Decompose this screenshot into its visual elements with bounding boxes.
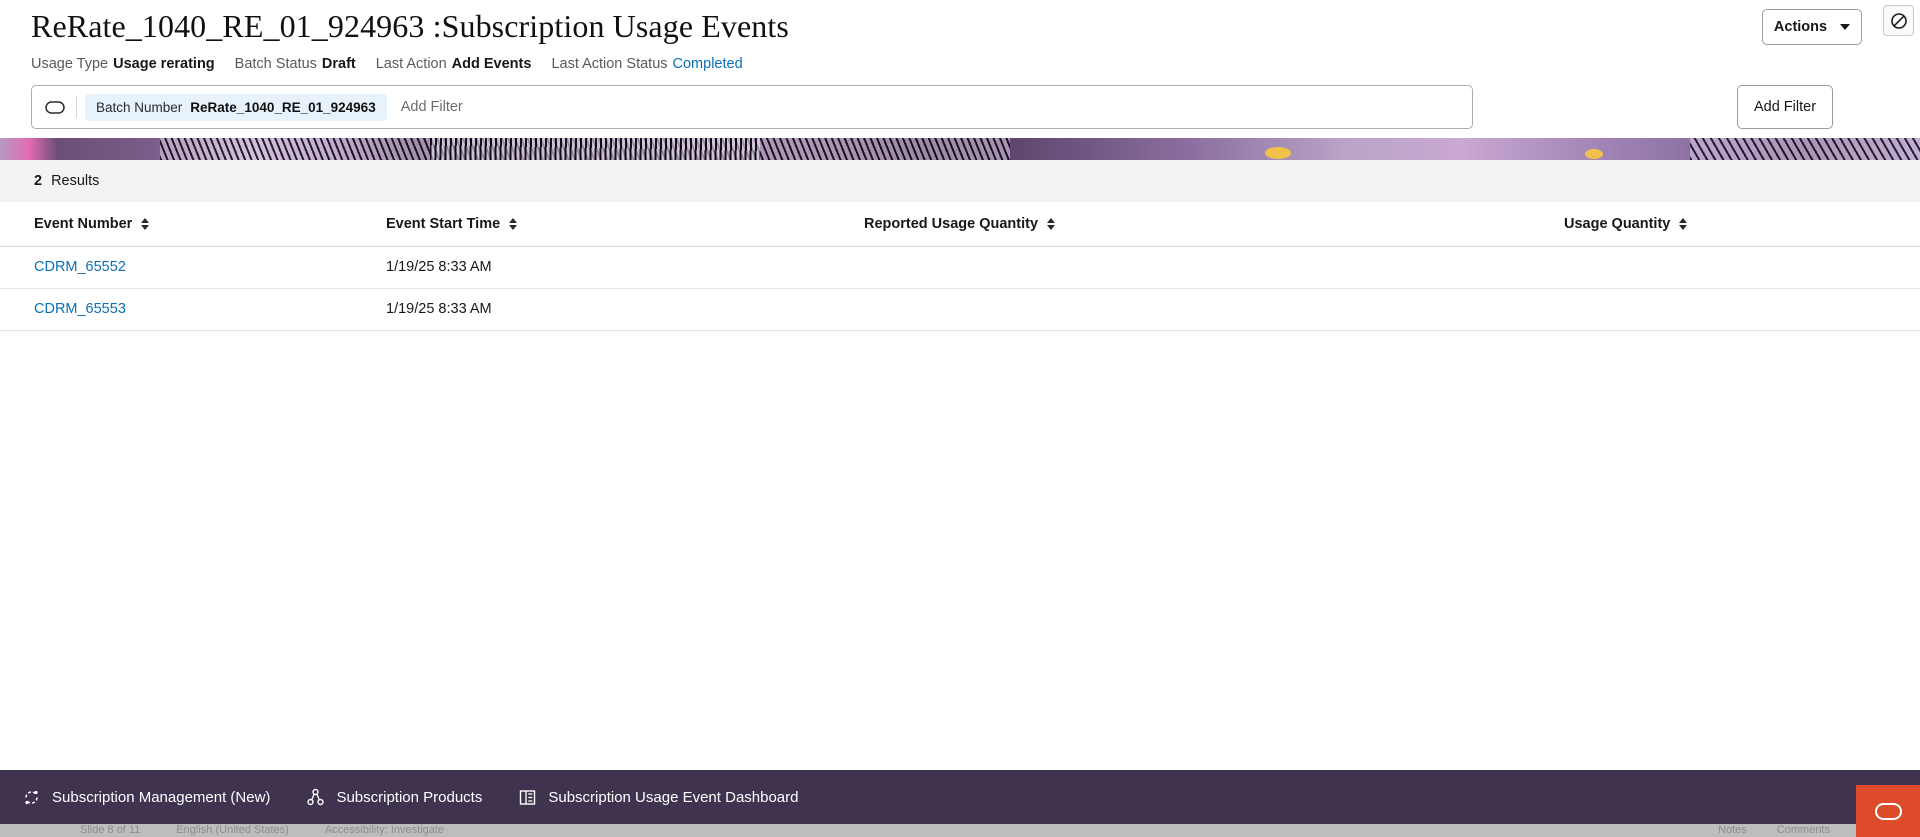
page-title: ReRate_1040_RE_01_924963 :Subscription U… bbox=[31, 8, 789, 44]
cell-event-number: CDRM_65552 bbox=[0, 246, 176, 289]
footer-tab-label: Subscription Management (New) bbox=[52, 788, 271, 806]
block-button[interactable] bbox=[1883, 5, 1914, 36]
footer-tab-label: Subscription Usage Event Dashboard bbox=[548, 788, 799, 806]
cell-event-number: CDRM_65553 bbox=[0, 288, 176, 331]
record-metadata-row: Usage Type Usage rerating Batch Status D… bbox=[31, 56, 763, 72]
background-status-slide: Slide 8 of 11 bbox=[80, 824, 141, 836]
cell-usage-uom bbox=[1564, 288, 1920, 331]
meta-batch-status-value: Draft bbox=[321, 56, 356, 72]
cell-usage-quantity bbox=[864, 288, 1564, 331]
event-number-link[interactable]: CDRM_65553 bbox=[34, 301, 126, 317]
column-header-usage-quantity[interactable]: Usage Quantity bbox=[864, 202, 1688, 247]
footer-tab-label: Subscription Products bbox=[336, 788, 483, 806]
banner-pattern-right bbox=[1690, 138, 1920, 160]
sort-icon[interactable] bbox=[141, 217, 150, 230]
oval-record-icon bbox=[1874, 802, 1902, 820]
results-summary-bar: 2 Results bbox=[0, 160, 1920, 202]
meta-usage-type-label: Usage Type bbox=[31, 56, 109, 72]
background-status-strip bbox=[0, 824, 1920, 837]
column-header-event-number-label: Event Number bbox=[34, 215, 133, 232]
column-header-usage-uom[interactable]: Usage UOM bbox=[1564, 202, 1920, 247]
cell-reported-usage-quantity bbox=[416, 288, 864, 331]
decorative-banner bbox=[0, 138, 1920, 160]
column-header-event-number[interactable]: Event Number bbox=[0, 202, 176, 247]
column-header-event-start-time[interactable]: Event Start Time bbox=[176, 202, 518, 247]
hierarchy-nodes-icon bbox=[307, 788, 325, 805]
background-status-right: Notes Comments bbox=[1718, 824, 1830, 836]
filter-pill-icon bbox=[42, 86, 68, 128]
background-status-accessibility: Accessibility: Investigate bbox=[324, 824, 445, 836]
record-button[interactable] bbox=[1856, 785, 1920, 837]
meta-usage-type-value: Usage rerating bbox=[113, 56, 215, 72]
refresh-cycle-icon bbox=[25, 790, 38, 804]
banner-accent-yellow-2 bbox=[1585, 149, 1603, 159]
background-status-left: Slide 8 of 11 English (United States) Ac… bbox=[80, 824, 444, 836]
meta-last-action-status: Last Action Status Completed bbox=[551, 56, 742, 72]
filter-bar: Batch Number ReRate_1040_RE_01_924963 Ad… bbox=[0, 78, 1920, 138]
filter-chip-batch-number[interactable]: Batch Number ReRate_1040_RE_01_924963 bbox=[85, 93, 387, 121]
results-count: 2 bbox=[34, 173, 43, 189]
events-table: Event Number Event Start Time Reported U… bbox=[0, 202, 1920, 331]
meta-usage-type: Usage Type Usage rerating bbox=[31, 56, 215, 72]
footer-tab-usage-event-dashboard[interactable]: Subscription Usage Event Dashboard bbox=[518, 788, 799, 807]
banner-accent-yellow-1 bbox=[1265, 147, 1291, 159]
column-header-reported-usage-quantity[interactable]: Reported Usage Quantity bbox=[416, 202, 1056, 247]
events-table-container: Event Number Event Start Time Reported U… bbox=[0, 202, 1920, 760]
meta-last-action-status-label: Last Action Status bbox=[551, 56, 668, 72]
background-status-notes: Notes bbox=[1718, 824, 1747, 836]
meta-last-action-status-value[interactable]: Completed bbox=[672, 56, 743, 72]
actions-button[interactable]: Actions bbox=[1762, 9, 1862, 45]
page-header: ReRate_1040_RE_01_924963 :Subscription U… bbox=[0, 0, 1920, 78]
meta-last-action: Last Action Add Events bbox=[376, 56, 532, 72]
cell-usage-uom bbox=[1564, 246, 1920, 289]
footer-tab-subscription-management[interactable]: Subscription Management (New) bbox=[22, 788, 270, 807]
meta-batch-status-label: Batch Status bbox=[234, 56, 317, 72]
filter-search-input[interactable]: Add Filter bbox=[400, 99, 463, 115]
dashboard-panel-icon bbox=[520, 789, 536, 805]
column-header-reported-usage-quantity-label: Reported Usage Quantity bbox=[864, 215, 1039, 232]
meta-last-action-value: Add Events bbox=[451, 56, 532, 72]
filter-divider bbox=[76, 96, 77, 118]
cell-event-start-time: 1/19/25 8:33 AM bbox=[176, 246, 492, 289]
sort-icon[interactable] bbox=[1679, 217, 1688, 230]
events-table-head: Event Number Event Start Time Reported U… bbox=[0, 202, 1920, 247]
sort-icon[interactable] bbox=[1047, 217, 1056, 230]
filter-chip-value: ReRate_1040_RE_01_924963 bbox=[190, 99, 376, 115]
table-row[interactable]: CDRM_65553 1/19/25 8:33 AM Yes 1040_RE_0… bbox=[0, 288, 1920, 331]
sort-icon[interactable] bbox=[509, 217, 518, 230]
meta-batch-status: Batch Status Draft bbox=[235, 56, 356, 72]
cell-usage-quantity bbox=[864, 246, 1564, 289]
cell-reported-usage-quantity bbox=[416, 246, 864, 289]
events-table-body: CDRM_65552 1/19/25 8:33 AM No 1040_RE_01… bbox=[0, 246, 1920, 331]
block-circle-slash-icon bbox=[1890, 12, 1907, 29]
banner-pattern-vertical bbox=[430, 138, 760, 160]
add-filter-button[interactable]: Add Filter bbox=[1737, 85, 1833, 129]
table-row[interactable]: CDRM_65552 1/19/25 8:33 AM No 1040_RE_01… bbox=[0, 246, 1920, 289]
background-status-language: English (United States) bbox=[176, 824, 289, 836]
footer-tab-bar: Subscription Management (New) Subscripti… bbox=[0, 770, 1920, 824]
column-header-event-start-time-label: Event Start Time bbox=[386, 215, 501, 232]
table-header-row: Event Number Event Start Time Reported U… bbox=[0, 202, 1920, 247]
column-header-usage-quantity-label: Usage Quantity bbox=[1564, 215, 1671, 232]
actions-button-label: Actions bbox=[1773, 19, 1828, 35]
results-label: Results bbox=[51, 173, 100, 189]
cell-event-start-time: 1/19/25 8:33 AM bbox=[176, 288, 492, 331]
meta-last-action-label: Last Action bbox=[375, 56, 447, 72]
filter-chip-label: Batch Number bbox=[96, 99, 183, 115]
event-number-link[interactable]: CDRM_65552 bbox=[34, 259, 126, 275]
background-status-comments: Comments bbox=[1776, 824, 1830, 836]
filter-input-container[interactable]: Batch Number ReRate_1040_RE_01_924963 Ad… bbox=[31, 85, 1473, 129]
chevron-down-icon bbox=[1840, 24, 1851, 30]
footer-tab-subscription-products[interactable]: Subscription Products bbox=[306, 788, 482, 807]
